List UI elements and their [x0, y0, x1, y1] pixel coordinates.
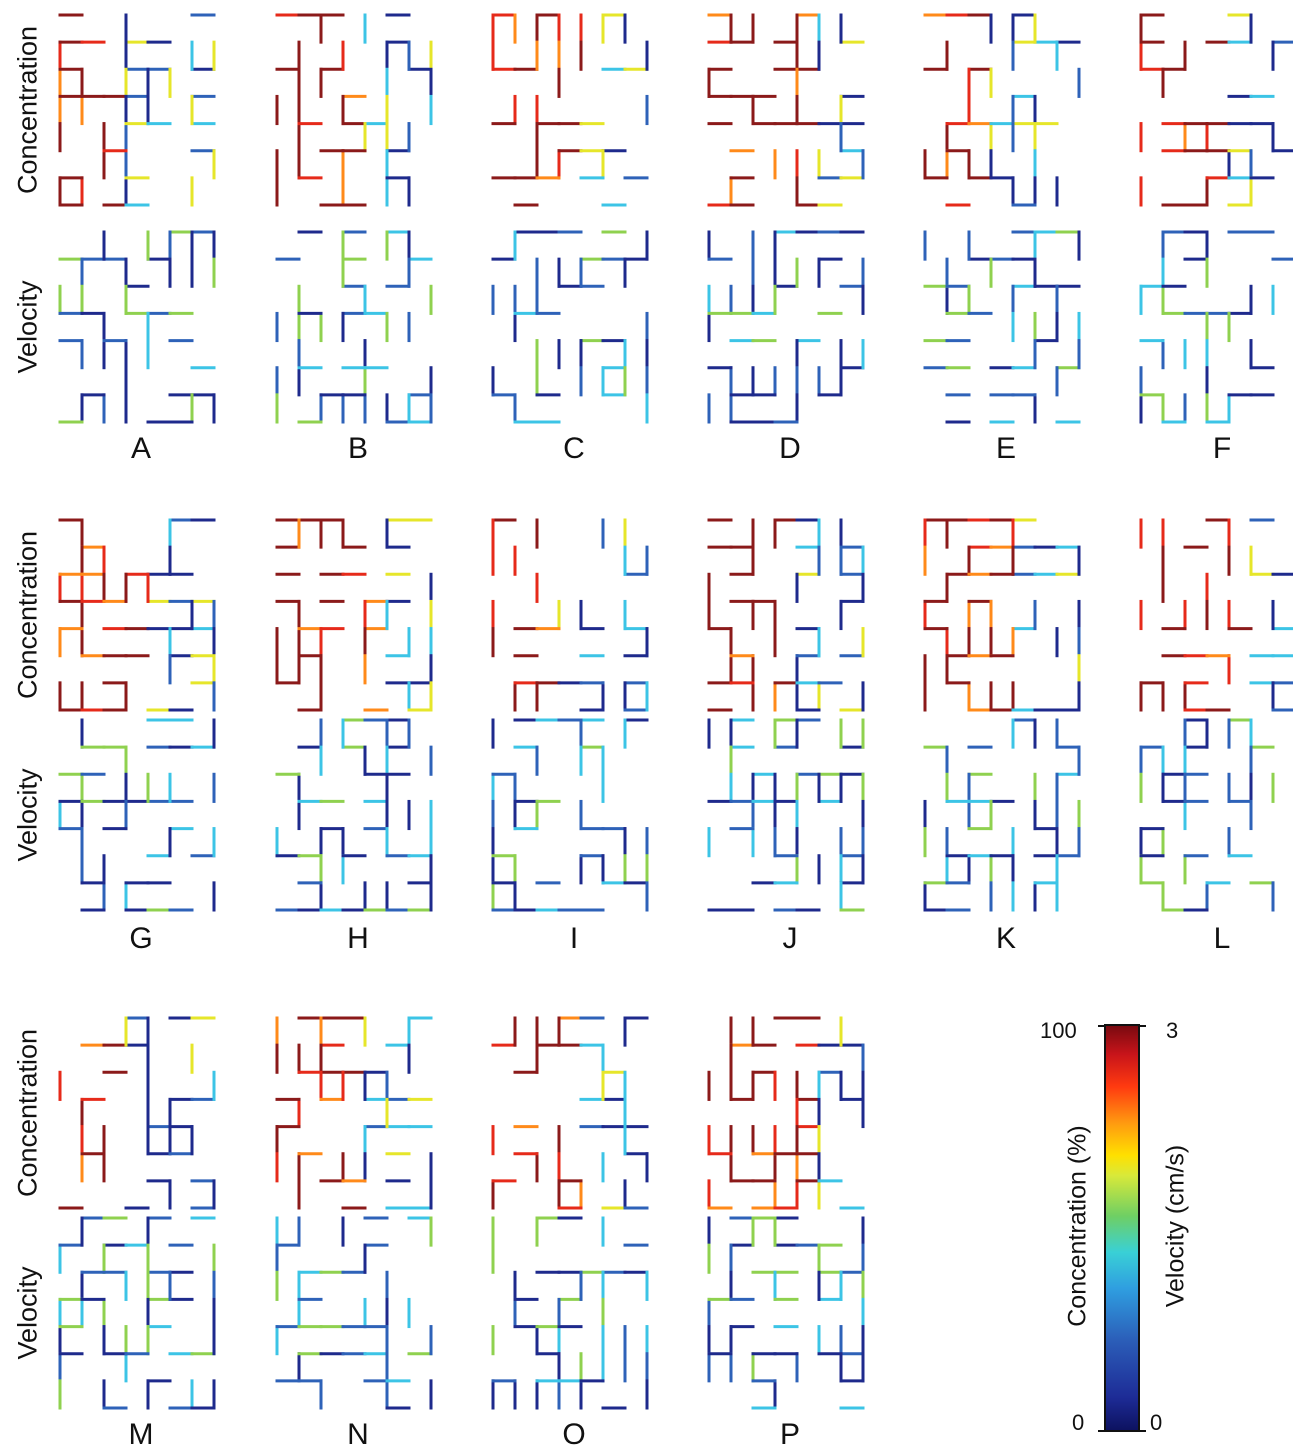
velocity-maze-G	[58, 718, 216, 912]
concentration-maze-C	[491, 13, 649, 207]
panel-label-G: G	[129, 922, 153, 955]
velocity-maze-C	[491, 230, 649, 424]
velocity-maze-O	[491, 1216, 649, 1410]
colorbar-left-min: 0	[1072, 1410, 1085, 1435]
velocity-maze-P	[707, 1216, 865, 1410]
velocity-maze-F	[1139, 230, 1293, 424]
panel-label-N: N	[347, 1418, 369, 1451]
colorbar-tick-bottom-left	[1098, 1430, 1104, 1432]
panel-label-A: A	[130, 432, 152, 465]
panel-label-K: K	[995, 922, 1017, 955]
concentration-maze-A	[58, 13, 216, 207]
concentration-maze-F	[1139, 13, 1293, 207]
concentration-row-label: Concentration	[12, 25, 43, 195]
velocity-maze-B	[275, 230, 433, 424]
panel-label-L: L	[1213, 922, 1231, 955]
velocity-maze-E	[923, 230, 1081, 424]
panel-label-M: M	[128, 1418, 154, 1451]
colorbar-left-max: 100	[1040, 1018, 1077, 1043]
concentration-maze-D	[707, 13, 865, 207]
velocity-row-label: Velocity	[12, 1266, 43, 1360]
velocity-maze-K	[923, 718, 1081, 912]
concentration-maze-H	[275, 518, 433, 712]
concentration-maze-M	[58, 1016, 216, 1210]
concentration-maze-O	[491, 1016, 649, 1210]
panel-label-H: H	[347, 922, 369, 955]
velocity-maze-M	[58, 1216, 216, 1410]
velocity-maze-A	[58, 230, 216, 424]
panel-label-O: O	[562, 1418, 586, 1451]
panel-label-F: F	[1212, 432, 1232, 465]
velocity-maze-J	[707, 718, 865, 912]
colorbar	[1104, 1024, 1140, 1432]
velocity-row-label: Velocity	[12, 768, 43, 862]
colorbar-right-title: Velocity (cm/s)	[1161, 1144, 1190, 1308]
colorbar-right-min: 0	[1150, 1410, 1163, 1435]
concentration-maze-J	[707, 518, 865, 712]
colorbar-left-title: Concentration (%)	[1063, 1125, 1092, 1327]
panel-label-C: C	[563, 432, 585, 465]
colorbar-tick-bottom-right	[1140, 1430, 1146, 1432]
velocity-maze-I	[491, 718, 649, 912]
concentration-maze-E	[923, 13, 1081, 207]
panel-label-B: B	[347, 432, 369, 465]
velocity-maze-D	[707, 230, 865, 424]
panel-label-E: E	[995, 432, 1017, 465]
concentration-maze-P	[707, 1016, 865, 1210]
concentration-maze-K	[923, 518, 1081, 712]
panel-label-J: J	[782, 922, 798, 955]
velocity-row-label: Velocity	[12, 280, 43, 374]
concentration-maze-G	[58, 518, 216, 712]
colorbar-right-max: 3	[1166, 1018, 1179, 1043]
colorbar-tick-top-right	[1140, 1025, 1146, 1027]
panel-label-D: D	[779, 432, 801, 465]
velocity-maze-H	[275, 718, 433, 912]
concentration-maze-B	[275, 13, 433, 207]
concentration-maze-L	[1139, 518, 1293, 712]
concentration-maze-I	[491, 518, 649, 712]
concentration-row-label: Concentration	[12, 530, 43, 700]
panel-label-P: P	[779, 1418, 801, 1451]
colorbar-tick-top-left	[1098, 1025, 1104, 1027]
velocity-maze-N	[275, 1216, 433, 1410]
concentration-row-label: Concentration	[12, 1028, 43, 1198]
concentration-maze-N	[275, 1016, 433, 1210]
panel-label-I: I	[569, 922, 579, 955]
velocity-maze-L	[1139, 718, 1275, 912]
